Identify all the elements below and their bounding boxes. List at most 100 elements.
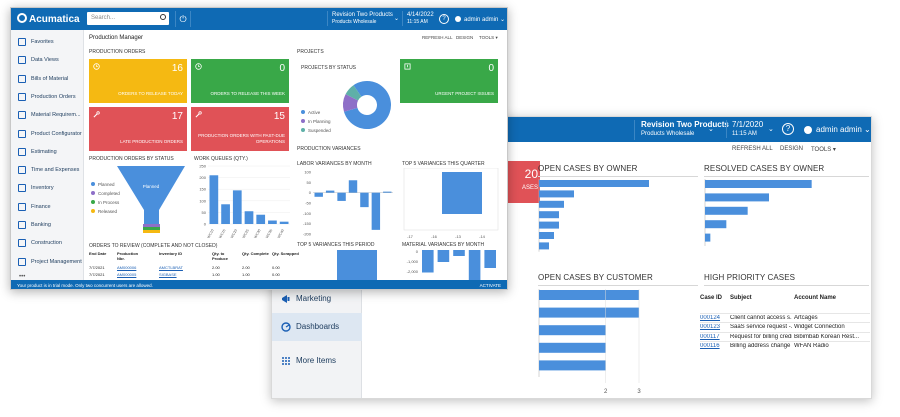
case-id-link[interactable]: 000116 — [700, 343, 720, 350]
chart-title-work-queues: WORK QUEUES (QTY.) — [194, 156, 248, 162]
front-tools-button[interactable]: TOOLS ▾ — [479, 35, 498, 40]
column-header[interactable]: Subject — [730, 295, 752, 301]
bar — [268, 220, 277, 224]
sidebar-item-inventory[interactable]: Inventory — [11, 179, 84, 197]
chevron-down-icon[interactable]: ⌄ — [708, 126, 714, 133]
sidebar-item-banking[interactable]: Banking — [11, 216, 84, 234]
back-red-kpi-tile[interactable]: 20 ASES — [508, 161, 540, 203]
tile-orders-past-due-operations[interactable]: 15 PRODUCTION ORDERS WITH PAST-DUE OPERA… — [191, 107, 289, 151]
front-business-date[interactable]: 4/14/2022 11:15 AM — [402, 11, 440, 26]
search-input[interactable]: Search... — [87, 12, 169, 25]
back-design-button[interactable]: DESIGN — [780, 146, 804, 152]
back-time-value: 11:15 AM — [732, 131, 757, 137]
trial-status-bar: Your product is in trial mode. Only two … — [11, 280, 507, 289]
wrench-icon — [195, 111, 202, 118]
sidebar-item-data-views[interactable]: Data Views — [11, 51, 84, 69]
section-open-cases-by-owner: OPEN CASES BY OWNER — [538, 164, 638, 173]
back-business-date[interactable]: 7/1/2020 11:15 AM — [726, 120, 774, 138]
column-header[interactable]: Account Name — [794, 295, 837, 301]
y-tick-label: -2,000 — [407, 269, 419, 274]
wrench-icon — [18, 129, 26, 138]
case-id-link[interactable]: 000117 — [700, 333, 720, 340]
back-refresh-all-button[interactable]: REFRESH ALL — [732, 146, 773, 152]
x-tick-label: -14 — [479, 234, 486, 239]
column-header[interactable]: Qty. Complete — [242, 251, 269, 256]
sidebar-item-favorites[interactable]: Favorites — [11, 33, 84, 51]
legend-swatch — [301, 119, 305, 123]
power-icon[interactable]: ⏻ — [175, 11, 191, 27]
table-row[interactable]: 000116 Billing address change WFAN Radio — [700, 341, 870, 350]
chevron-down-icon[interactable]: ⌄ — [768, 126, 774, 133]
kpi-value: 0 — [488, 63, 494, 74]
activate-link[interactable]: ACTIVATE — [479, 283, 501, 288]
sidebar-item-dashboards[interactable]: Dashboards — [272, 313, 362, 341]
inventory-id-link[interactable]: SIGBASE — [159, 272, 177, 277]
tile-orders-to-release-today[interactable]: 16 ORDERS TO RELEASE TODAY — [89, 59, 187, 103]
back-tools-button[interactable]: TOOLS ▾ — [811, 147, 836, 153]
sidebar-item-product-configurator[interactable]: Product Configurator — [11, 125, 84, 143]
section-production-variances: PRODUCTION VARIANCES — [297, 146, 361, 152]
sidebar-item-material-requirem[interactable]: Material Requirem... — [11, 106, 84, 124]
column-header[interactable]: End Date — [89, 251, 107, 256]
inventory-id-link[interactable]: AMCTLBRAT — [159, 265, 183, 270]
resolved-cases-by-owner-chart — [704, 179, 812, 246]
bar — [705, 220, 727, 229]
column-header[interactable]: Qty. to Produce — [212, 251, 229, 261]
sidebar-item-finance[interactable]: Finance — [11, 198, 84, 216]
production-nbr-link[interactable]: AM000005 — [117, 272, 137, 277]
case-id-link[interactable]: 000124 — [700, 315, 721, 321]
production-nbr-link[interactable]: AM000006 — [117, 265, 137, 270]
column-header[interactable]: Qty. Scrapped — [272, 251, 299, 256]
case-id-link[interactable]: 000123 — [700, 324, 721, 331]
divider — [538, 285, 698, 286]
help-icon[interactable]: ? — [439, 14, 449, 24]
bar — [539, 290, 639, 300]
tile-urgent-project-issues[interactable]: 0 URGENT PROJECT ISSUES — [400, 59, 498, 103]
back-company-switcher[interactable]: Revision Two Products Products Wholesale — [634, 120, 729, 140]
search-placeholder: Search... — [91, 15, 116, 21]
table-row[interactable]: 000124 Client cannot access s... Artcages — [700, 313, 870, 322]
bar — [244, 211, 254, 224]
orders-by-status-funnel-chart: Planned Planned Completed In Process Release… — [91, 166, 185, 233]
front-user-menu[interactable]: admin admin ⌄ — [455, 16, 505, 23]
sidebar-item-estimating[interactable]: Estimating — [11, 143, 84, 161]
table-row[interactable]: 000117 Request for billing credit Bibimbab… — [700, 331, 870, 341]
chevron-down-icon[interactable]: ⌄ — [394, 16, 400, 22]
bar — [442, 172, 482, 214]
x-tick-label: -17 — [407, 234, 414, 239]
kpi-label: LATE PRODUCTION ORDERS — [120, 139, 183, 144]
bar — [360, 192, 369, 208]
kpi-value: 15 — [273, 111, 285, 122]
production-manager-window: Acumatica Search... ⏻ Revision Two Produ… — [10, 7, 508, 290]
sidebar-item-more-items[interactable]: More Items — [272, 347, 362, 375]
search-icon — [160, 14, 166, 20]
column-header[interactable]: Inventory ID — [159, 251, 183, 256]
project-icon — [18, 257, 26, 266]
sidebar-item-project-management[interactable]: Project Management — [11, 253, 84, 271]
sidebar-item-production-orders[interactable]: Production Orders — [11, 88, 84, 106]
sidebar-item-bills-of-material[interactable]: Bills of Material — [11, 70, 84, 88]
megaphone-icon — [282, 295, 290, 303]
acumatica-logo[interactable]: Acumatica — [17, 13, 80, 25]
front-design-button[interactable]: DESIGN — [456, 35, 474, 40]
front-refresh-all-button[interactable]: REFRESH ALL — [422, 35, 453, 40]
table-row[interactable]: 000123 SaaS service request -... Widget Co… — [700, 322, 870, 331]
sidebar-item-construction[interactable]: Construction — [11, 234, 84, 252]
sidebar-item-marketing[interactable]: Marketing — [272, 285, 362, 313]
sidebar-item-label: Data Views — [31, 57, 59, 64]
tile-late-production-orders[interactable]: 17 LATE PRODUCTION ORDERS — [89, 107, 187, 151]
sidebar-item-time-and-expenses[interactable]: Time and Expenses — [11, 161, 84, 179]
help-icon[interactable]: ? — [782, 123, 794, 135]
tile-orders-to-release-this-week[interactable]: 0 ORDERS TO RELEASE THIS WEEK — [191, 59, 289, 103]
column-header[interactable]: Production Nbr. — [117, 251, 139, 261]
kpi-value: 0 — [279, 63, 285, 74]
bar — [279, 221, 289, 224]
column-header[interactable]: Case ID — [700, 295, 723, 301]
front-tools-label: TOOLS — [479, 35, 495, 40]
front-company-name: Revision Two Products — [332, 12, 393, 18]
front-company-switcher[interactable]: Revision Two Products Products Wholesale — [327, 11, 397, 26]
front-branch-name: Products Wholesale — [332, 19, 377, 25]
more-dots-icon[interactable]: ••• — [19, 274, 26, 280]
funnel-label: Planned — [143, 184, 160, 189]
back-user-menu[interactable]: admin admin ⌄ — [804, 125, 871, 134]
